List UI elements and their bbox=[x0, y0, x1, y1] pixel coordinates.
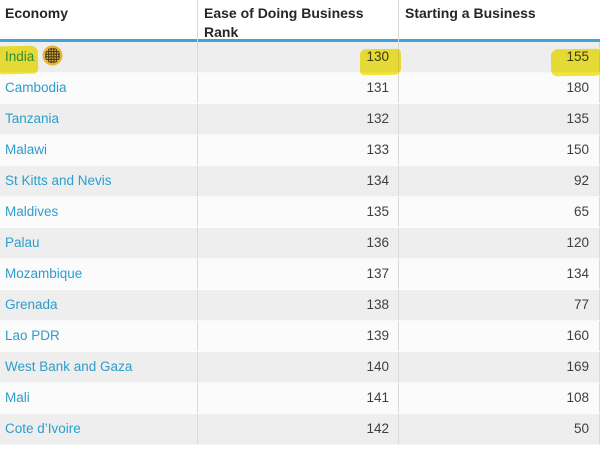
economy-link[interactable]: Malawi bbox=[5, 142, 48, 157]
table-row: Palau 136 120 bbox=[0, 228, 600, 259]
ease-of-doing-business-rank-cell: 139 bbox=[197, 321, 398, 351]
economy-cell: Cambodia bbox=[0, 73, 197, 103]
table-row: Cote d’Ivoire 142 50 bbox=[0, 414, 600, 445]
starting-a-business-cell: 65 bbox=[398, 197, 600, 227]
starting-a-business-cell: 180 bbox=[398, 73, 600, 103]
ease-of-doing-business-rank-cell: 135 bbox=[197, 197, 398, 227]
starting-a-business-cell: 50 bbox=[398, 414, 600, 444]
starting-a-business-cell: 150 bbox=[398, 135, 600, 165]
starting-a-business-cell: 120 bbox=[398, 228, 600, 258]
economy-link[interactable]: Maldives bbox=[5, 204, 59, 219]
table-row: Tanzania 132 135 bbox=[0, 104, 600, 135]
economy-link[interactable]: India bbox=[5, 49, 35, 64]
ease-of-doing-business-rank-cell: 136 bbox=[197, 228, 398, 258]
globe-grid-icon bbox=[42, 45, 63, 66]
starting-a-business-cell: 169 bbox=[398, 352, 600, 382]
ease-of-doing-business-rank-cell: 130 bbox=[197, 42, 398, 72]
economy-cell: Maldives bbox=[0, 197, 197, 227]
economy-cell: Grenada bbox=[0, 290, 197, 320]
starting-a-business-cell: 108 bbox=[398, 383, 600, 413]
ease-of-doing-business-rank-cell: 142 bbox=[197, 414, 398, 444]
ease-of-doing-business-rank-cell: 137 bbox=[197, 259, 398, 289]
economy-cell: Mali bbox=[0, 383, 197, 413]
economy-cell: Lao PDR bbox=[0, 321, 197, 351]
column-header-ease-of-doing-business-rank: Ease of Doing Business Rank bbox=[197, 0, 398, 42]
ease-of-doing-business-rank-cell: 140 bbox=[197, 352, 398, 382]
starting-a-business-cell: 160 bbox=[398, 321, 600, 351]
starting-a-business-cell: 77 bbox=[398, 290, 600, 320]
economy-link[interactable]: Tanzania bbox=[5, 111, 60, 126]
economy-link[interactable]: St Kitts and Nevis bbox=[5, 173, 112, 188]
table-header-row: Economy Ease of Doing Business Rank Star… bbox=[0, 0, 600, 42]
ease-of-doing-business-rank-cell: 138 bbox=[197, 290, 398, 320]
economy-link[interactable]: Cote d’Ivoire bbox=[5, 421, 81, 436]
economy-cell: Mozambique bbox=[0, 259, 197, 289]
economy-link[interactable]: West Bank and Gaza bbox=[5, 359, 133, 374]
column-header-starting-a-business: Starting a Business bbox=[398, 0, 600, 42]
economy-link[interactable]: Grenada bbox=[5, 297, 58, 312]
ease-of-doing-business-rank-cell: 133 bbox=[197, 135, 398, 165]
economy-link[interactable]: Mozambique bbox=[5, 266, 83, 281]
economy-link[interactable]: Lao PDR bbox=[5, 328, 60, 343]
table-row: Cambodia 131 180 bbox=[0, 73, 600, 104]
table-row: West Bank and Gaza 140 169 bbox=[0, 352, 600, 383]
ease-of-doing-business-rank-cell: 141 bbox=[197, 383, 398, 413]
starting-a-business-cell: 155 bbox=[398, 42, 600, 72]
column-header-economy: Economy bbox=[5, 5, 69, 21]
table-row: Grenada 138 77 bbox=[0, 290, 600, 321]
economy-cell: Cote d’Ivoire bbox=[0, 414, 197, 444]
economy-link[interactable]: Mali bbox=[5, 390, 30, 405]
table-row: Mali 141 108 bbox=[0, 383, 600, 414]
table-row: Malawi 133 150 bbox=[0, 135, 600, 166]
starting-a-business-cell: 92 bbox=[398, 166, 600, 196]
table-row: St Kitts and Nevis 134 92 bbox=[0, 166, 600, 197]
ease-of-doing-business-rank-cell: 132 bbox=[197, 104, 398, 134]
economy-cell: St Kitts and Nevis bbox=[0, 166, 197, 196]
economy-cell: Palau bbox=[0, 228, 197, 258]
table-row: India 130 155 bbox=[0, 42, 600, 73]
starting-a-business-cell: 135 bbox=[398, 104, 600, 134]
table-row: Maldives 135 65 bbox=[0, 197, 600, 228]
economy-cell: India bbox=[0, 42, 197, 72]
table-row: Mozambique 137 134 bbox=[0, 259, 600, 290]
economy-link[interactable]: Palau bbox=[5, 235, 40, 250]
economy-cell: Tanzania bbox=[0, 104, 197, 134]
economy-cell: Malawi bbox=[0, 135, 197, 165]
table-row: Lao PDR 139 160 bbox=[0, 321, 600, 352]
starting-a-business-cell: 134 bbox=[398, 259, 600, 289]
ease-of-doing-business-rank-cell: 131 bbox=[197, 73, 398, 103]
economy-link[interactable]: Cambodia bbox=[5, 80, 67, 95]
ease-of-doing-business-rank-cell: 134 bbox=[197, 166, 398, 196]
economy-cell: West Bank and Gaza bbox=[0, 352, 197, 382]
table-body: India 130 155 Cambodia 131 180 Tanzania 132 135… bbox=[0, 42, 600, 445]
